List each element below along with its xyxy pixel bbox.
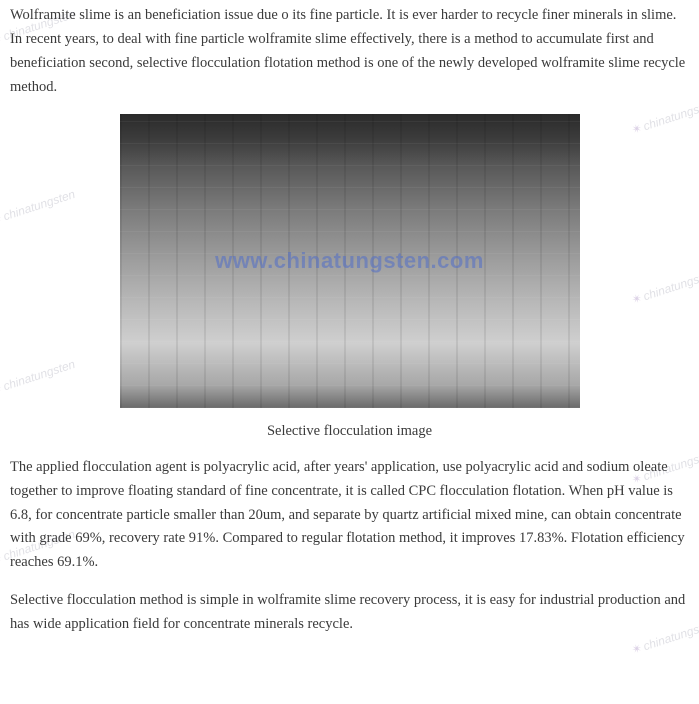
paragraph-1: Wolframite slime is an beneficiation iss…	[10, 4, 689, 100]
figure-image: www.chinatungsten.com	[120, 114, 580, 408]
figure: www.chinatungsten.com	[10, 114, 689, 413]
figure-caption: Selective flocculation image	[10, 423, 689, 440]
paragraph-3: Selective flocculation method is simple …	[10, 589, 689, 637]
image-watermark-url: www.chinatungsten.com	[215, 248, 484, 274]
paragraph-2: The applied flocculation agent is polyac…	[10, 456, 689, 576]
